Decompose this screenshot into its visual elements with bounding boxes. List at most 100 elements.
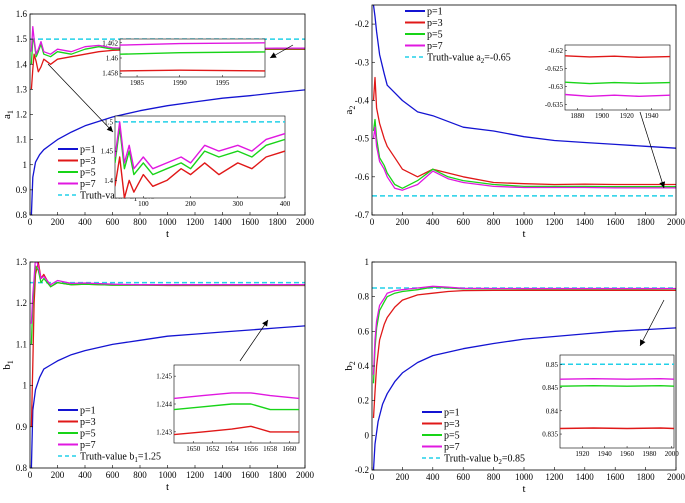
b1-xtick-label: 200 xyxy=(51,470,65,480)
a2-ylabel: a2 xyxy=(343,106,357,115)
b2-inset-0: 1920 1940 1960 1980 2000 0.835 0.84 0.845 0.85 xyxy=(542,354,679,458)
a1-xtick-label: 0 xyxy=(28,217,33,227)
b1-legend-label: p=7 xyxy=(80,440,96,451)
a1-inset-xtick-label: 200 xyxy=(185,200,196,208)
a2-inset-xtick-label: 1900 xyxy=(595,112,610,120)
b2-inset-ytick-label: 0.835 xyxy=(542,431,558,439)
a1-ytick-label: 1.5 xyxy=(16,34,28,44)
a1-xtick-label: 1800 xyxy=(269,217,288,227)
b1-inset-xtick-label: 1652 xyxy=(205,445,220,453)
b2-inset-xtick-label: 1960 xyxy=(620,450,635,458)
a2-xtick-label: 1400 xyxy=(576,217,595,227)
b2-xtick-label: 400 xyxy=(426,472,440,482)
a1-legend-label: p=5 xyxy=(80,168,96,179)
a2-inset-series-group xyxy=(565,55,670,98)
a1-xtick-label: 1200 xyxy=(186,217,205,227)
a1-inset-series-group xyxy=(120,42,265,72)
a2-legend-truth-label: Truth-value a2=-0.65 xyxy=(427,53,511,66)
b1-inset-ytick-label: 1.245 xyxy=(156,373,172,381)
b2-inset-ytick-label: 0.845 xyxy=(542,384,558,392)
a1-legend-label: p=1 xyxy=(80,145,96,156)
a1-inset-1: 100 200 300 400 1.4 1.45 1.5 xyxy=(101,115,291,208)
b1-ytick-label: 1.1 xyxy=(16,339,27,349)
a2-legend-label: p=3 xyxy=(427,18,443,29)
b2-ytick-label: -0.2 xyxy=(355,465,369,475)
b2-xtick-label: 1000 xyxy=(515,472,534,482)
a1-xlabel: t xyxy=(166,228,169,240)
a2-ytick-label: -0.7 xyxy=(355,210,370,220)
b2-xtick-label: 600 xyxy=(456,472,470,482)
b2-inset-series-group xyxy=(560,378,674,430)
a1-ytick-label: 1.4 xyxy=(16,59,28,69)
a1-zoom-arrow xyxy=(47,63,114,133)
a1-legend-label: p=3 xyxy=(80,156,96,167)
b1-xtick-label: 800 xyxy=(133,470,147,480)
a2-zoom-arrowhead xyxy=(659,181,666,188)
a1-inset-ytick-label: 1.45 xyxy=(101,148,114,156)
a1-ytick-label: 0.8 xyxy=(16,210,28,220)
a2-inset-series-p7 xyxy=(565,93,670,98)
a1-inset-ytick-label: 1.458 xyxy=(102,70,118,78)
b1-legend-label: p=5 xyxy=(80,429,96,440)
b1-ylabel: b1 xyxy=(1,360,15,370)
b1-xtick-label: 0 xyxy=(28,470,33,480)
a2-inset-ytick-label: -0.63 xyxy=(548,83,563,91)
b1-legend-label: p=1 xyxy=(80,406,96,417)
a2-inset-box xyxy=(564,44,671,111)
b1-zoom-arrowhead xyxy=(262,320,268,327)
a2-ytick-label: -0.4 xyxy=(355,95,370,105)
b2-series-group xyxy=(372,285,676,470)
b2-ytick-label: 0.6 xyxy=(358,326,370,336)
a1-inset-xtick-label: 100 xyxy=(138,200,149,208)
b1-inset-0: 1650 1652 1654 1656 1658 1660 1.243 1.244 1.245 xyxy=(156,364,300,453)
b2-ytick-label: 0.4 xyxy=(358,361,370,371)
a2-series-group xyxy=(372,5,676,191)
b2-ytick-label: 0 xyxy=(365,430,370,440)
a1-zoom-arrowhead xyxy=(106,125,113,132)
a1-inset-series-p5 xyxy=(120,51,265,55)
b2-series-p7 xyxy=(372,285,676,375)
a2-inset-xtick-label: 1880 xyxy=(570,112,585,120)
b2-xtick-label: 1400 xyxy=(576,472,595,482)
panel-b1: 0 200 400 600 800 1000 1200 1400 1600 1800 2000 0.8… xyxy=(1,257,315,493)
b2-inset-xtick-label: 1920 xyxy=(575,450,590,458)
b2-legend-label: p=1 xyxy=(444,408,460,419)
a1-inset-ytick-label: 1.462 xyxy=(102,39,118,47)
a2-inset-series-p5 xyxy=(565,81,670,85)
a2-zoom-arrow xyxy=(639,111,665,189)
a2-inset-ytick-label: -0.625 xyxy=(545,65,564,73)
b2-zoom-arrowhead xyxy=(640,339,646,346)
a2-series-p1 xyxy=(372,5,676,149)
b2-legend-label: p=5 xyxy=(444,431,460,442)
a1-inset-xtick-label: 1995 xyxy=(215,79,230,87)
a2-xtick-label: 600 xyxy=(456,217,470,227)
b2-ytick-label: 1 xyxy=(365,257,370,267)
a1-ylabel: a1 xyxy=(1,110,15,119)
a1-xtick-label: 1600 xyxy=(241,217,260,227)
b1-ytick-label: 1.2 xyxy=(16,298,27,308)
panel-a2: 0 200 400 600 800 1000 1200 1400 1600 1800 2000 -0.… xyxy=(343,4,685,240)
a1-xtick-label: 400 xyxy=(78,217,92,227)
b2-inset-box xyxy=(559,354,675,449)
b2-xtick-label: 2000 xyxy=(667,472,685,482)
b1-inset-series-p3 xyxy=(174,425,299,436)
a1-xtick-label: 2000 xyxy=(296,217,315,227)
b1-xtick-label: 600 xyxy=(106,470,120,480)
b2-inset-ytick-label: 0.85 xyxy=(546,361,559,369)
a1-inset-0: 1985 1990 1995 1.458 1.46 1.462 xyxy=(102,38,266,87)
b1-xlabel: t xyxy=(166,481,169,493)
b1-inset-xtick-label: 1650 xyxy=(186,445,201,453)
a1-inset-series-p3 xyxy=(115,150,285,198)
a1-xtick-label: 1400 xyxy=(214,217,233,227)
b1-series-p7 xyxy=(30,262,305,324)
a2-ytick-label: -0.5 xyxy=(355,134,370,144)
a2-xtick-label: 1200 xyxy=(545,217,564,227)
a2-xtick-label: 200 xyxy=(396,217,410,227)
a2-inset-xtick-label: 1920 xyxy=(620,112,635,120)
b1-xtick-label: 400 xyxy=(78,470,92,480)
b1-inset-ytick-label: 1.244 xyxy=(156,401,172,409)
a1-inset-ytick-label: 1.46 xyxy=(106,55,119,63)
